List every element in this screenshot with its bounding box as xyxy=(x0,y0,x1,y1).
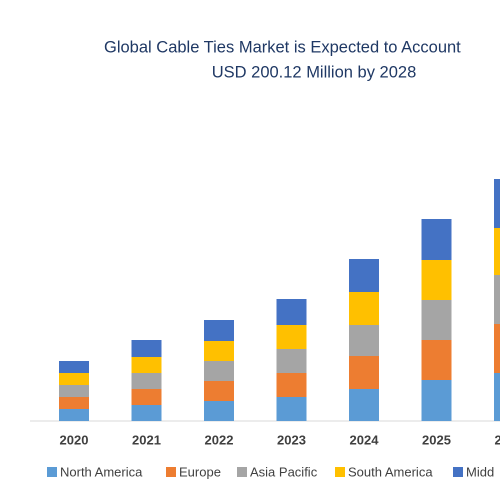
legend-label: North America xyxy=(60,464,143,479)
x-tick-label: 2020 xyxy=(60,432,89,447)
bar-segment xyxy=(421,340,452,380)
bar-segment xyxy=(204,401,234,421)
bar-segment xyxy=(131,340,162,357)
bar-segment xyxy=(349,259,379,292)
bar-segment xyxy=(204,361,234,381)
x-tick-label: 2025 xyxy=(422,432,451,447)
x-tick-label: 2023 xyxy=(277,432,306,447)
bar-segment xyxy=(59,373,89,385)
legend-label: Midd xyxy=(466,464,494,479)
x-tick-label: 2024 xyxy=(350,432,380,447)
chart-title: USD 200.12 Million by 2028 xyxy=(212,63,417,81)
bar-segment xyxy=(421,219,452,260)
x-tick-label: 2022 xyxy=(205,432,234,447)
bar-segment xyxy=(349,356,379,389)
bar-segment xyxy=(494,324,500,373)
legend-swatch xyxy=(453,467,463,477)
legend-label: Europe xyxy=(179,464,221,479)
bar-segment xyxy=(349,325,379,356)
bar-segment xyxy=(204,341,234,361)
legend-swatch xyxy=(166,467,176,477)
bar-segment xyxy=(276,349,307,373)
bar-segment xyxy=(276,373,307,397)
bar-segment xyxy=(131,389,162,405)
bar-segment xyxy=(276,397,307,421)
x-tick-label: 2026 xyxy=(495,432,500,447)
legend-swatch xyxy=(237,467,247,477)
bar-segment xyxy=(494,275,500,324)
bar-segment xyxy=(421,380,452,421)
bar-segment xyxy=(349,389,379,421)
bar-segment xyxy=(494,228,500,275)
bar-segment xyxy=(59,397,89,409)
bar-segment xyxy=(421,300,452,340)
bar-segment xyxy=(494,179,500,228)
chart-title: Global Cable Ties Market is Expected to … xyxy=(104,38,461,56)
legend-label: Asia Pacific xyxy=(250,464,318,479)
bar-segment xyxy=(494,373,500,421)
bar-segment xyxy=(276,325,307,349)
legend-swatch xyxy=(335,467,345,477)
bar-segment xyxy=(59,361,89,373)
bar-segment xyxy=(131,357,162,373)
bar-segment xyxy=(131,405,162,421)
x-tick-label: 2021 xyxy=(132,432,161,447)
bar-segment xyxy=(421,260,452,300)
bar-segment xyxy=(204,381,234,401)
bar-segment xyxy=(276,299,307,325)
legend-label: South America xyxy=(348,464,433,479)
bar-segment xyxy=(349,292,379,325)
bar-segment xyxy=(59,409,89,421)
bar-segment xyxy=(131,373,162,389)
legend-swatch xyxy=(47,467,57,477)
bar-segment xyxy=(59,385,89,397)
bar-segment xyxy=(204,320,234,341)
